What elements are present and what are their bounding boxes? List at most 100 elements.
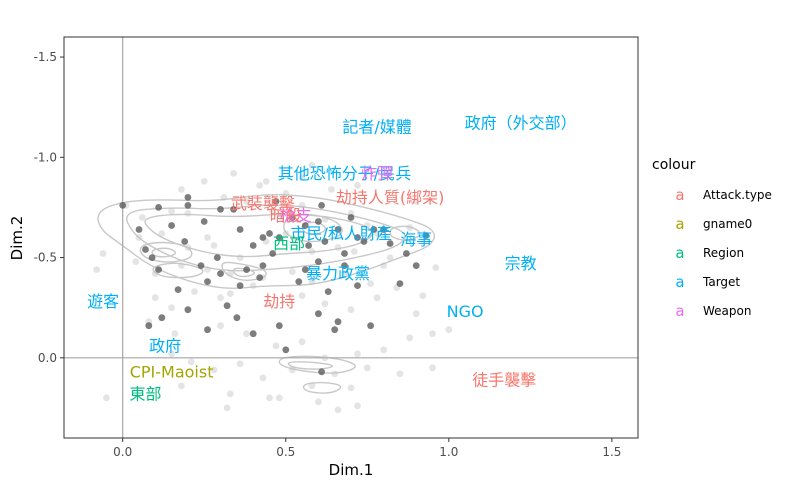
data-point <box>298 292 306 299</box>
data-point <box>315 398 322 406</box>
data-point-dark <box>230 206 238 213</box>
point-label: 遊客 <box>87 292 119 311</box>
data-point <box>288 268 296 275</box>
data-point <box>321 216 329 223</box>
x-tick-label: 1.5 <box>602 445 621 459</box>
data-point <box>236 360 244 368</box>
data-point <box>419 292 427 299</box>
data-point <box>158 230 166 237</box>
data-point-dark <box>360 238 368 245</box>
data-point-dark <box>321 238 329 245</box>
data-point <box>210 366 218 374</box>
data-point <box>217 322 224 330</box>
point-label: 暴力政黨 <box>306 264 370 283</box>
data-point <box>412 310 420 318</box>
data-point-dark <box>181 238 189 245</box>
data-point-dark <box>301 222 309 229</box>
legend-key: a <box>675 302 684 320</box>
data-point <box>445 326 453 334</box>
y-tick-label: 0.0 <box>38 351 57 365</box>
data-point <box>354 182 361 189</box>
data-point <box>350 248 358 255</box>
density-contour-2 <box>144 213 373 258</box>
density-contours <box>97 194 436 394</box>
data-point <box>380 346 387 354</box>
data-point <box>354 350 361 358</box>
x-axis: 0.0 0.5 1.0 1.5 <box>113 438 621 459</box>
legend-label: Region <box>703 246 744 260</box>
data-point <box>396 370 404 378</box>
data-point-dark <box>236 226 244 233</box>
data-point-dark <box>386 240 394 247</box>
data-point-dark <box>217 270 224 277</box>
data-point-dark <box>318 368 325 376</box>
y-axis-title: Dim.2 <box>8 216 26 261</box>
data-point-dark <box>184 306 192 314</box>
data-point <box>184 244 192 251</box>
data-point-dark <box>155 266 163 273</box>
data-point <box>178 262 185 269</box>
data-point <box>412 198 420 205</box>
data-point-dark <box>370 226 378 233</box>
data-point <box>282 190 290 197</box>
legend-label: gname0 <box>703 217 752 231</box>
data-point <box>308 161 316 169</box>
data-point-dark <box>184 202 192 209</box>
data-point <box>243 330 251 338</box>
data-point <box>266 394 273 402</box>
data-point-dark <box>275 234 283 241</box>
point-label: 市民/私人財產 <box>290 224 391 243</box>
data-point-dark <box>341 250 348 257</box>
data-point-dark <box>249 330 257 338</box>
data-point <box>321 300 329 308</box>
data-point <box>308 382 316 390</box>
data-point <box>298 174 306 181</box>
data-point-dark <box>119 202 127 209</box>
data-point <box>321 354 329 362</box>
x-tick-label: 0.0 <box>113 445 132 459</box>
data-point <box>308 278 316 285</box>
data-point <box>191 288 198 295</box>
plot-panel-border <box>63 36 639 439</box>
data-point <box>226 270 234 277</box>
point-label: NGO <box>447 302 484 321</box>
data-point-dark <box>236 282 244 289</box>
data-point-dark <box>233 314 241 322</box>
data-point-dark <box>334 226 342 233</box>
density-contour-7 <box>221 261 267 281</box>
point-label: 宗教 <box>505 254 537 273</box>
point-label: 暗殺 <box>270 206 302 225</box>
data-point <box>406 224 414 231</box>
density-contour-12 <box>287 361 334 370</box>
data-point <box>347 384 355 392</box>
data-point <box>243 198 251 205</box>
data-point <box>226 390 234 398</box>
data-point <box>168 304 176 312</box>
data-point <box>429 330 436 338</box>
legend-key: a <box>675 186 684 204</box>
data-point-dark <box>155 204 163 211</box>
data-point-dark <box>315 218 322 225</box>
density-contour-10 <box>389 225 421 241</box>
point-label: 西部 <box>273 234 305 253</box>
data-point <box>138 214 146 221</box>
data-point-dark <box>331 326 339 334</box>
data-point <box>334 406 342 414</box>
data-point <box>367 280 374 287</box>
data-point-dark <box>168 222 176 229</box>
data-point <box>223 404 231 412</box>
data-point-dark <box>135 226 143 233</box>
data-point-dark <box>396 280 404 287</box>
data-point <box>256 182 264 189</box>
data-point <box>269 208 277 215</box>
data-point <box>217 294 224 302</box>
x-axis-title: Dim.1 <box>329 461 374 479</box>
data-point <box>220 194 228 201</box>
data-point <box>103 394 110 402</box>
data-point <box>230 169 238 177</box>
x-tick-label: 1.0 <box>439 445 458 459</box>
data-point <box>308 248 316 255</box>
data-point-dark <box>334 318 342 326</box>
y-tick-label: -1.5 <box>34 50 57 64</box>
y-tick-label: -1.0 <box>34 150 57 164</box>
